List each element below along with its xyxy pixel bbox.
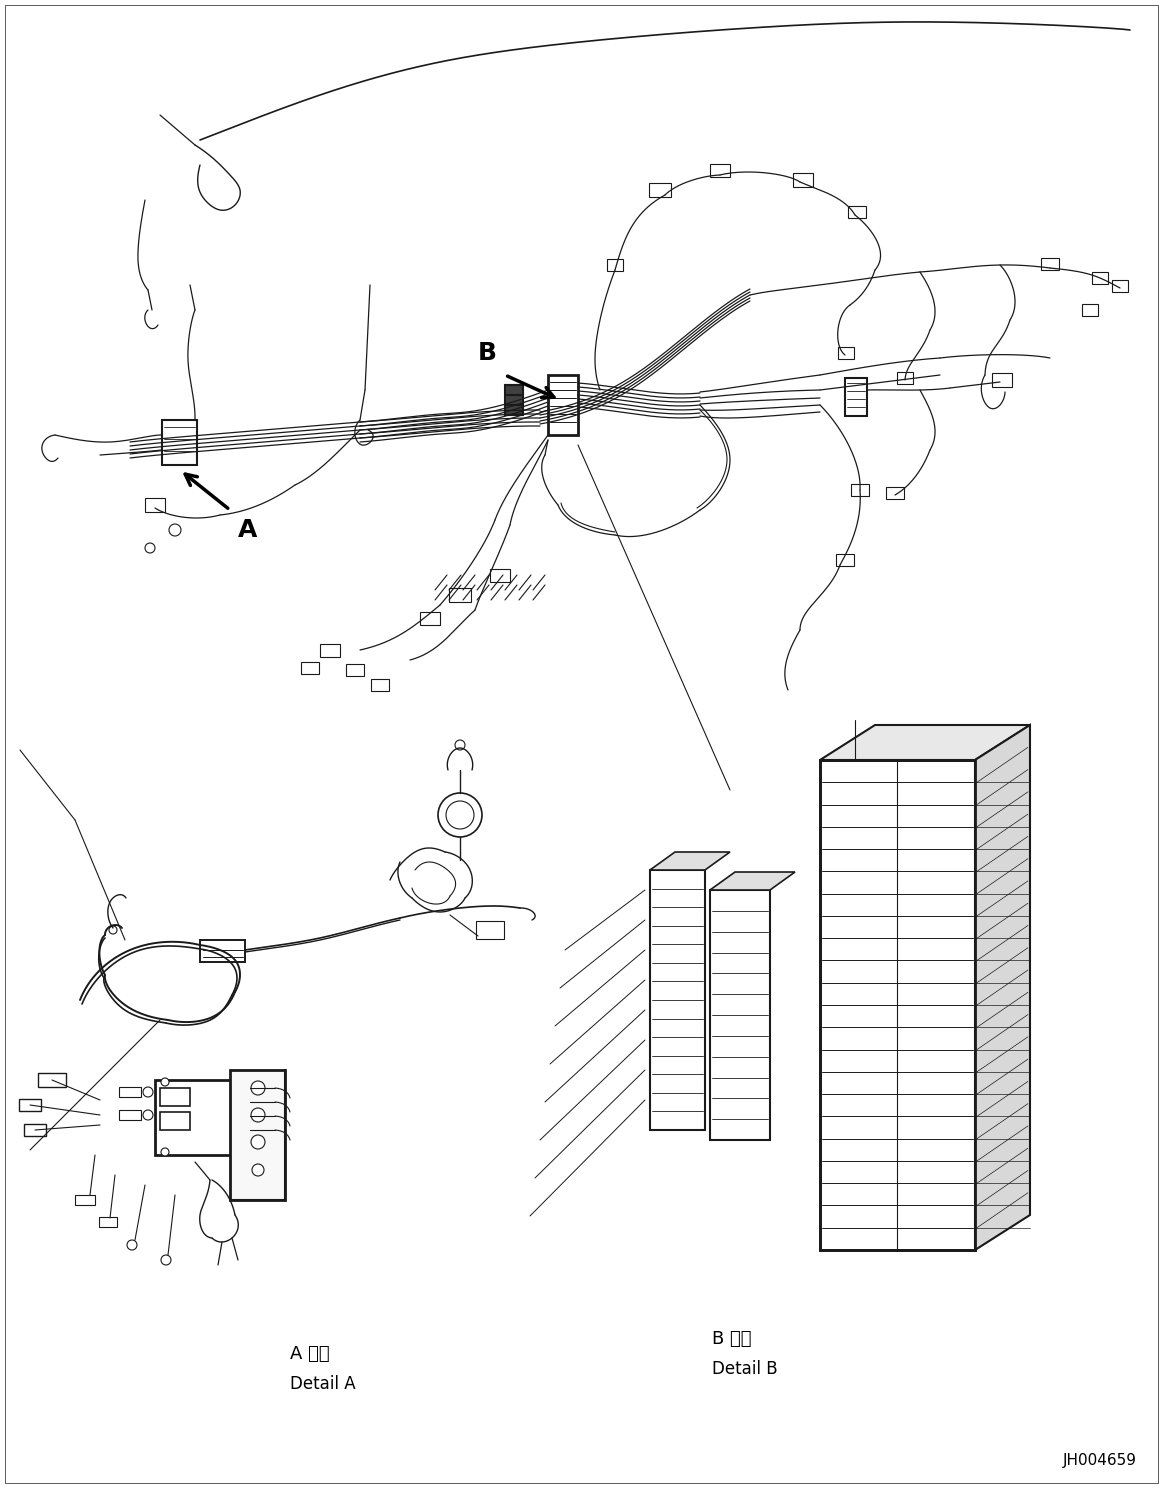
Bar bbox=[160, 1088, 190, 1106]
Text: B 詳細: B 詳細 bbox=[712, 1330, 751, 1348]
Polygon shape bbox=[650, 853, 730, 870]
Bar bbox=[119, 1088, 141, 1097]
Bar bbox=[38, 1073, 66, 1088]
Bar bbox=[162, 420, 197, 466]
Bar bbox=[420, 612, 440, 625]
Bar bbox=[820, 760, 975, 1250]
Bar bbox=[145, 498, 165, 512]
Circle shape bbox=[143, 1088, 154, 1097]
Bar bbox=[709, 890, 770, 1140]
Bar bbox=[301, 662, 319, 674]
Circle shape bbox=[251, 1109, 265, 1122]
Text: Detail A: Detail A bbox=[290, 1375, 356, 1393]
Bar bbox=[320, 643, 340, 656]
Bar bbox=[505, 385, 523, 415]
Text: A 詳細: A 詳細 bbox=[290, 1345, 329, 1363]
Polygon shape bbox=[975, 725, 1030, 1250]
Bar bbox=[155, 1080, 250, 1155]
Bar bbox=[200, 940, 245, 963]
Polygon shape bbox=[709, 872, 795, 890]
Circle shape bbox=[445, 801, 475, 829]
Bar bbox=[490, 568, 511, 582]
Bar bbox=[886, 487, 904, 498]
Circle shape bbox=[438, 793, 481, 836]
Bar bbox=[160, 1112, 190, 1129]
Bar bbox=[347, 664, 364, 676]
Circle shape bbox=[143, 1110, 154, 1120]
Bar bbox=[820, 760, 975, 1250]
Circle shape bbox=[127, 1240, 137, 1250]
Bar bbox=[607, 259, 623, 271]
Bar bbox=[848, 205, 866, 219]
Bar bbox=[650, 870, 705, 1129]
Circle shape bbox=[251, 1080, 265, 1095]
Circle shape bbox=[109, 926, 117, 934]
Text: A: A bbox=[238, 518, 257, 542]
Circle shape bbox=[252, 1164, 264, 1176]
Text: Detail B: Detail B bbox=[712, 1360, 778, 1378]
Bar bbox=[709, 164, 730, 177]
Bar bbox=[897, 372, 913, 384]
Bar bbox=[99, 1217, 117, 1228]
Text: B: B bbox=[478, 341, 497, 365]
Bar bbox=[230, 1070, 285, 1199]
Circle shape bbox=[169, 524, 181, 536]
Bar bbox=[476, 921, 504, 939]
Bar bbox=[119, 1110, 141, 1120]
Bar bbox=[74, 1195, 95, 1205]
Circle shape bbox=[251, 1135, 265, 1149]
Circle shape bbox=[160, 1254, 171, 1265]
Bar bbox=[24, 1123, 47, 1135]
Text: JH004659: JH004659 bbox=[1063, 1452, 1137, 1467]
Bar bbox=[649, 183, 671, 196]
Circle shape bbox=[160, 1077, 169, 1086]
Circle shape bbox=[236, 1149, 244, 1156]
Bar bbox=[19, 1100, 41, 1112]
Bar bbox=[1112, 280, 1128, 292]
Bar bbox=[1041, 257, 1059, 269]
Bar bbox=[1092, 272, 1108, 284]
Circle shape bbox=[455, 740, 465, 750]
Bar bbox=[449, 588, 471, 603]
Polygon shape bbox=[820, 725, 1030, 760]
Bar bbox=[1082, 304, 1098, 315]
Bar bbox=[839, 347, 854, 359]
Circle shape bbox=[236, 1077, 244, 1086]
Bar bbox=[836, 554, 854, 565]
Circle shape bbox=[145, 543, 155, 554]
Bar bbox=[548, 375, 578, 434]
Bar bbox=[371, 679, 388, 690]
Bar bbox=[793, 173, 813, 187]
Bar bbox=[846, 378, 866, 417]
Circle shape bbox=[160, 1149, 169, 1156]
Bar bbox=[992, 373, 1012, 387]
Bar bbox=[851, 484, 869, 496]
